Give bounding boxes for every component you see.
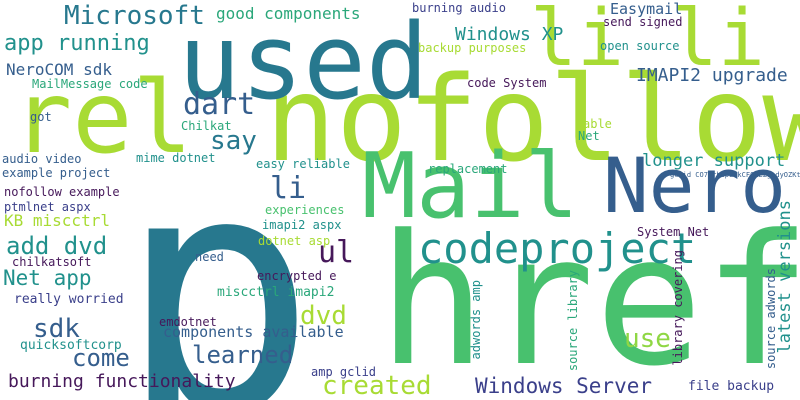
word-cloud-term: good components — [216, 4, 361, 23]
word-cloud-term: codeproject — [418, 224, 697, 273]
word-cloud-term: dvd — [300, 301, 347, 331]
word-cloud-term: miscctrl imapi2 — [217, 285, 335, 300]
word-cloud-term: got — [30, 110, 52, 124]
word-cloud-term: burning functionality — [8, 371, 236, 392]
word-cloud-term: experiences — [265, 203, 345, 217]
word-cloud-term: KB miscctrl — [4, 211, 110, 230]
word-cloud-term: nofollow example — [4, 185, 120, 199]
word-cloud-term: easy reliable — [256, 157, 350, 171]
word-cloud-term: gclid CO71rbCpzZkCFQMEZgodyOZKtw — [670, 171, 800, 179]
word-cloud-term: audio video — [2, 152, 82, 166]
word-cloud-term: backup purposes — [418, 41, 527, 55]
word-cloud-term: Mail — [362, 134, 579, 239]
word-cloud-term: System Net — [637, 225, 710, 239]
word-cloud-term: imapi2 aspx — [262, 218, 342, 232]
word-cloud-term: nofollow — [265, 50, 800, 188]
word-cloud-term: longer support — [642, 151, 786, 171]
word-cloud-term: used — [178, 1, 429, 123]
word-cloud-term: Microsoft — [64, 1, 205, 31]
word-cloud-term: quicksoftcorp — [20, 338, 122, 353]
word-cloud-term: Chilkat — [181, 119, 232, 133]
word-cloud-term: created — [322, 371, 432, 400]
word-cloud-term: href — [378, 197, 800, 400]
word-cloud-term: latest versions — [775, 200, 795, 354]
word-cloud-term: need — [195, 250, 224, 264]
word-cloud-term: learned — [192, 341, 294, 369]
word-cloud-term: ptmlnet aspx — [4, 200, 91, 214]
word-cloud-term: really worried — [14, 292, 124, 307]
word-cloud-term: p — [118, 103, 317, 400]
word-cloud-term: dart — [183, 87, 256, 122]
word-cloud-term: li — [270, 171, 307, 206]
word-cloud-term: example project — [2, 166, 111, 180]
word-cloud-term: Easymail — [610, 0, 683, 18]
word-cloud-term: MailMessage code — [32, 77, 148, 91]
word-cloud-term: open source — [600, 39, 680, 53]
word-cloud-term: NeroCOM sdk — [6, 60, 112, 79]
word-cloud-term: replacement — [428, 162, 508, 176]
word-cloud-term: Net — [578, 129, 600, 143]
word-cloud-term: able — [583, 117, 612, 131]
word-cloud-term: code System — [467, 76, 547, 90]
word-cloud-term: IMAPI2 upgrade — [636, 65, 788, 86]
word-cloud-term: Nero — [603, 141, 787, 230]
word-cloud-term: app running — [4, 31, 150, 56]
word-cloud-term: come — [72, 344, 130, 372]
word-cloud-term: library covering — [671, 250, 685, 366]
word-cloud-term: send signed — [603, 15, 683, 29]
word-cloud-term: mime dotnet — [136, 151, 216, 165]
word-cloud-term: Windows XP — [455, 24, 564, 45]
word-cloud-term: amp gclid — [311, 365, 377, 379]
word-cloud-term: add dvd — [6, 232, 108, 260]
word-cloud-term: use — [624, 324, 671, 354]
word-cloud-term: ul — [318, 235, 355, 270]
word-cloud-term: dotnet asp — [258, 234, 331, 248]
word-cloud-term: source library — [566, 270, 580, 372]
word-cloud-term: emdotnet — [159, 315, 217, 329]
word-cloud-term: Windows Server — [475, 374, 653, 398]
word-cloud-term: li li — [530, 0, 765, 84]
word-cloud-term: Net app — [3, 266, 92, 290]
word-cloud-term: components available — [163, 323, 344, 341]
word-cloud-term: adwords amp — [469, 280, 483, 360]
word-cloud-term: encrypted e — [257, 269, 337, 283]
word-cloud-term: sdk — [33, 314, 80, 344]
word-cloud-term: rel — [12, 59, 193, 176]
word-cloud-term: chilkatsoft — [12, 255, 92, 269]
word-cloud-term: burning audio — [412, 1, 506, 15]
word-cloud-term: file backup — [688, 379, 775, 394]
word-cloud-term: say — [210, 126, 257, 156]
